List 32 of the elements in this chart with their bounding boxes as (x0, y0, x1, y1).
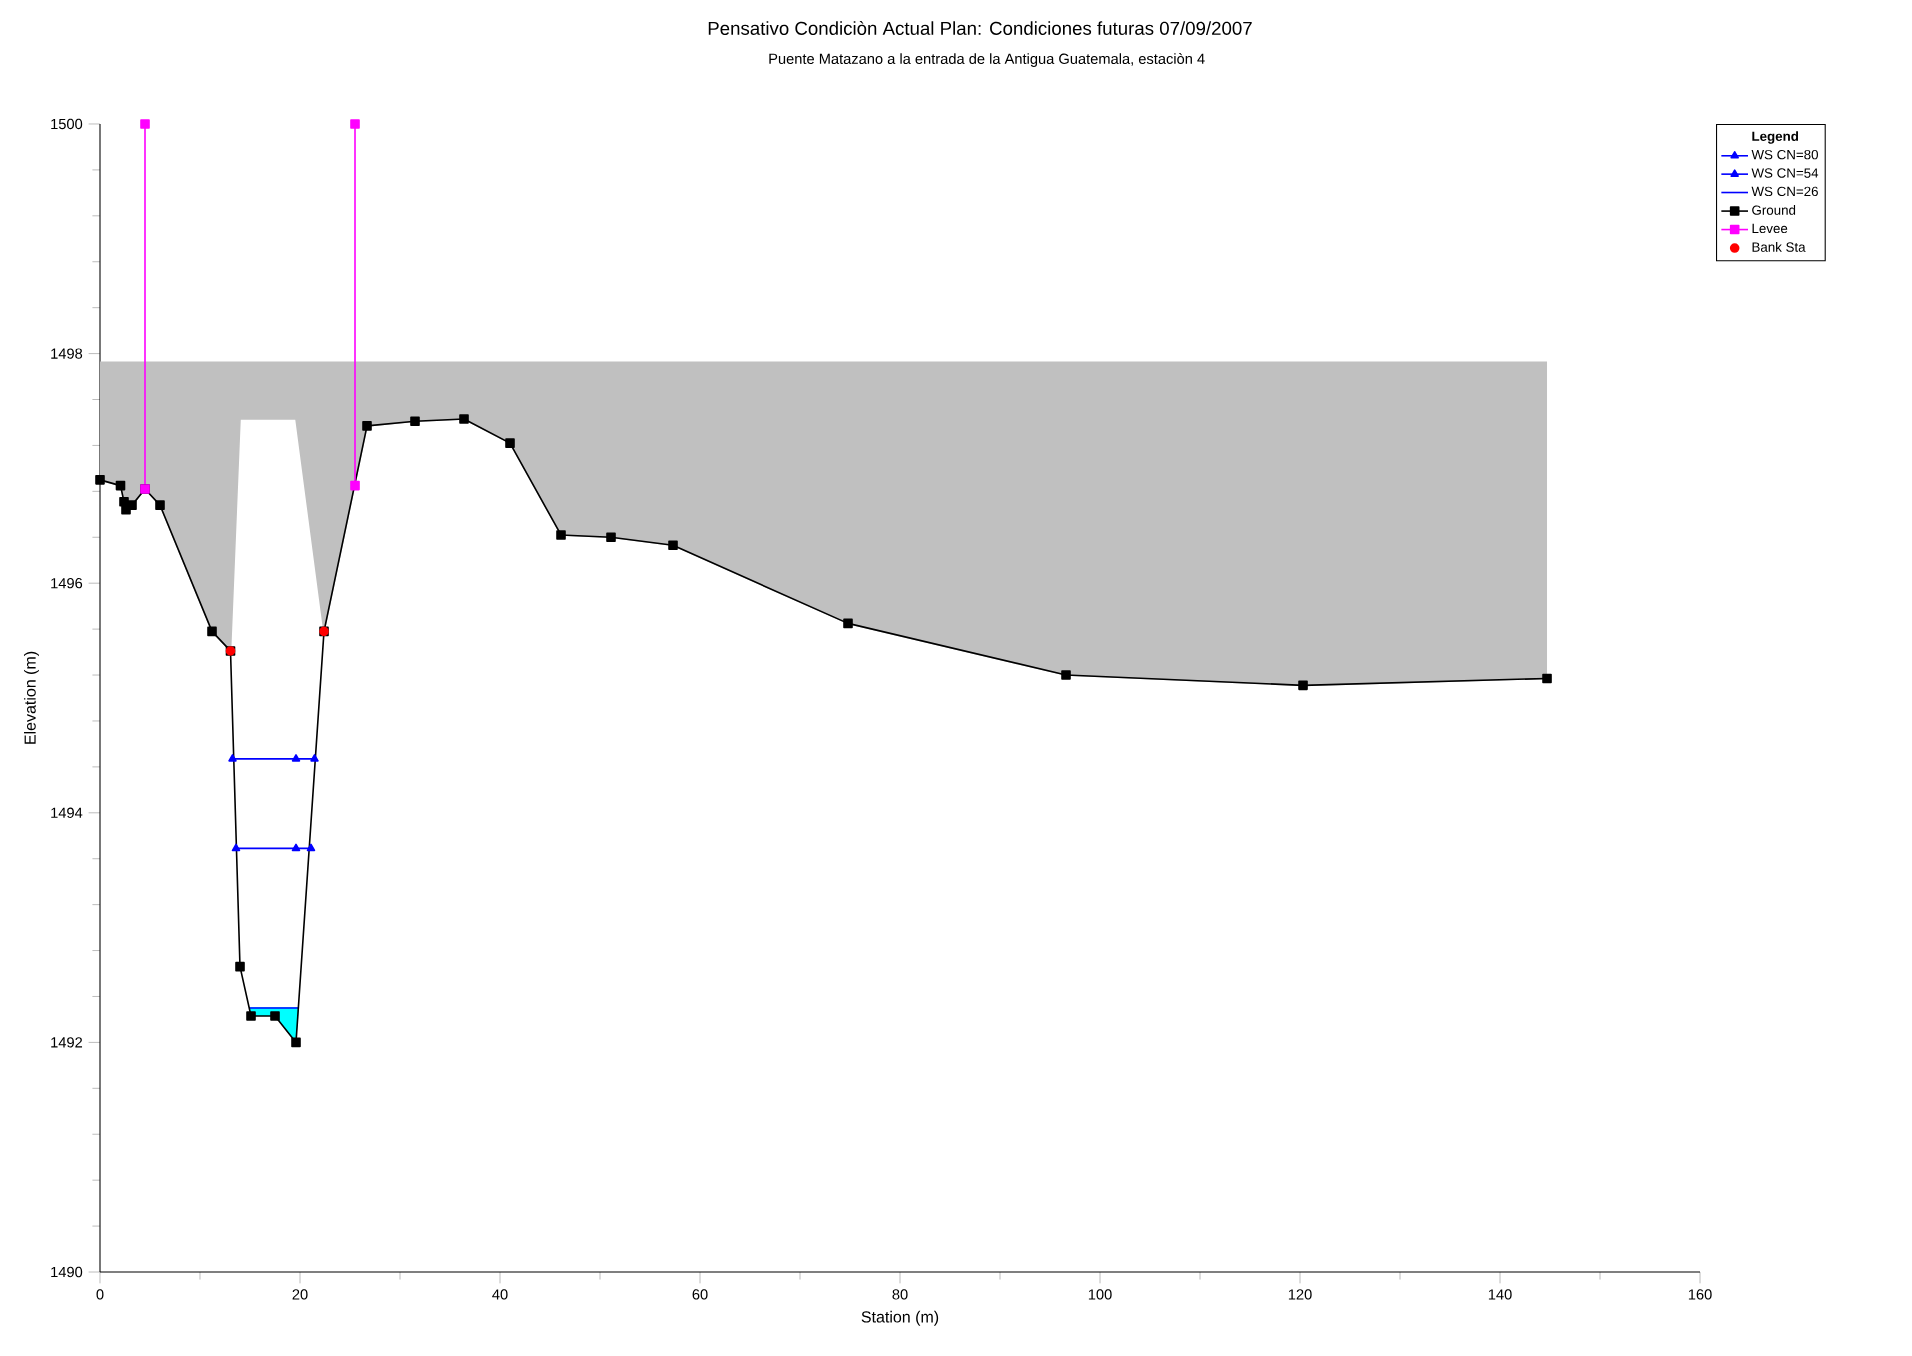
point (291, 754, 301, 762)
point (668, 540, 678, 551)
point (459, 414, 469, 424)
point (231, 843, 241, 852)
point (843, 618, 853, 629)
point (270, 1011, 280, 1021)
point (1061, 670, 1071, 680)
point (606, 532, 616, 543)
point (140, 119, 150, 129)
chart-title: Pensativo Condiciòn Actual Plan: Condiciones futuras 07/09/2007 (708, 21, 1252, 35)
point (246, 1011, 256, 1021)
point (155, 500, 165, 510)
point (350, 119, 360, 129)
point (228, 754, 237, 762)
point (556, 530, 566, 540)
point (306, 843, 316, 852)
point (127, 500, 137, 510)
point (505, 438, 515, 448)
point (291, 843, 301, 852)
point (310, 754, 319, 762)
point (95, 475, 105, 485)
point (350, 480, 360, 491)
y-axis-title: Elevation (m) (23, 651, 39, 744)
x-axis-title: Station (m) (861, 1310, 939, 1326)
point (1542, 673, 1552, 684)
point (207, 626, 217, 637)
point (115, 480, 126, 491)
point (362, 421, 372, 431)
point (1298, 680, 1308, 691)
point (410, 416, 420, 427)
point (291, 1037, 301, 1048)
point (235, 961, 245, 972)
